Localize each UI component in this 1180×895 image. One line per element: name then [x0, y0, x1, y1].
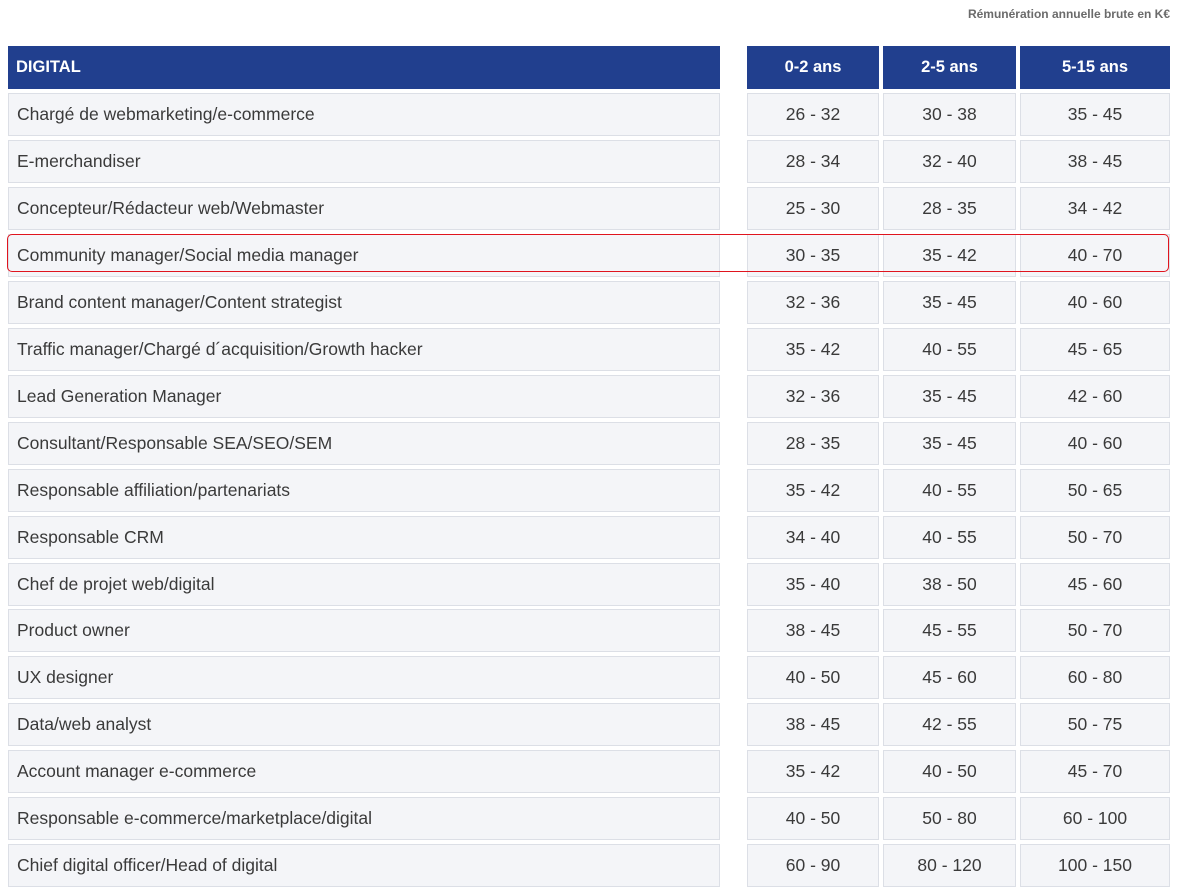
salary-5-15-years: 34 - 42	[1020, 186, 1170, 230]
salary-2-5-years: 32 - 40	[883, 139, 1016, 183]
job-title: Responsable CRM	[8, 515, 720, 559]
job-title: Consultant/Responsable SEA/SEO/SEM	[8, 421, 720, 465]
salary-2-5-years: 35 - 42	[883, 233, 1016, 277]
salary-0-2-years: 32 - 36	[747, 280, 879, 324]
salary-5-15-years: 38 - 45	[1020, 139, 1170, 183]
job-title: Product owner	[8, 609, 720, 653]
salary-0-2-years: 35 - 42	[747, 750, 879, 794]
salary-2-5-years: 45 - 60	[883, 656, 1016, 700]
salary-0-2-years: 35 - 42	[747, 468, 879, 512]
salary-5-15-years: 40 - 60	[1020, 421, 1170, 465]
salary-5-15-years: 42 - 60	[1020, 374, 1170, 418]
job-title: Lead Generation Manager	[8, 374, 720, 418]
salary-5-15-years: 45 - 65	[1020, 327, 1170, 371]
job-title: Chargé de webmarketing/e-commerce	[8, 93, 720, 136]
salary-0-2-years: 38 - 45	[747, 703, 879, 747]
salary-5-15-years: 50 - 70	[1020, 515, 1170, 559]
salary-2-5-years: 50 - 80	[883, 797, 1016, 841]
job-title: UX designer	[8, 656, 720, 700]
salary-5-15-years: 50 - 70	[1020, 609, 1170, 653]
salary-2-5-years: 30 - 38	[883, 93, 1016, 136]
job-title: Brand content manager/Content strategist	[8, 280, 720, 324]
salary-0-2-years: 35 - 40	[747, 562, 879, 606]
salary-2-5-years: 42 - 55	[883, 703, 1016, 747]
salary-0-2-years: 32 - 36	[747, 374, 879, 418]
salary-5-15-years: 45 - 60	[1020, 562, 1170, 606]
salary-5-15-years: 35 - 45	[1020, 93, 1170, 136]
salary-0-2-years: 30 - 35	[747, 233, 879, 277]
salary-5-15-years: 50 - 75	[1020, 703, 1170, 747]
header-category: DIGITAL	[8, 46, 720, 89]
salary-0-2-years: 28 - 35	[747, 421, 879, 465]
job-title: Data/web analyst	[8, 703, 720, 747]
salary-2-5-years: 80 - 120	[883, 844, 1016, 888]
salary-0-2-years: 26 - 32	[747, 93, 879, 136]
header-5-15-years: 5-15 ans	[1020, 46, 1170, 89]
salary-2-5-years: 40 - 55	[883, 515, 1016, 559]
header-2-5-years: 2-5 ans	[883, 46, 1016, 89]
salary-0-2-years: 25 - 30	[747, 186, 879, 230]
salary-2-5-years: 40 - 55	[883, 327, 1016, 371]
salary-0-2-years: 35 - 42	[747, 327, 879, 371]
salary-0-2-years: 28 - 34	[747, 139, 879, 183]
salary-5-15-years: 60 - 100	[1020, 797, 1170, 841]
salary-2-5-years: 45 - 55	[883, 609, 1016, 653]
job-title: Responsable affiliation/partenariats	[8, 468, 720, 512]
salary-5-15-years: 50 - 65	[1020, 468, 1170, 512]
job-title: Chief digital officer/Head of digital	[8, 844, 720, 888]
salary-2-5-years: 35 - 45	[883, 421, 1016, 465]
job-title: Chef de projet web/digital	[8, 562, 720, 606]
job-title: Community manager/Social media manager	[8, 233, 720, 277]
salary-5-15-years: 40 - 60	[1020, 280, 1170, 324]
job-title: Responsable e-commerce/marketplace/digit…	[8, 797, 720, 841]
salary-0-2-years: 40 - 50	[747, 656, 879, 700]
salary-0-2-years: 38 - 45	[747, 609, 879, 653]
salary-2-5-years: 40 - 55	[883, 468, 1016, 512]
salary-5-15-years: 100 - 150	[1020, 844, 1170, 888]
job-title: Account manager e-commerce	[8, 750, 720, 794]
job-title: Concepteur/Rédacteur web/Webmaster	[8, 186, 720, 230]
salary-2-5-years: 40 - 50	[883, 750, 1016, 794]
job-title: Traffic manager/Chargé d´acquisition/Gro…	[8, 327, 720, 371]
salary-2-5-years: 38 - 50	[883, 562, 1016, 606]
job-title: E-merchandiser	[8, 139, 720, 183]
table-caption: Rémunération annuelle brute en K€	[967, 7, 1170, 21]
salary-2-5-years: 28 - 35	[883, 186, 1016, 230]
header-0-2-years: 0-2 ans	[747, 46, 879, 89]
salary-2-5-years: 35 - 45	[883, 374, 1016, 418]
salary-0-2-years: 40 - 50	[747, 797, 879, 841]
salary-2-5-years: 35 - 45	[883, 280, 1016, 324]
salary-0-2-years: 60 - 90	[747, 844, 879, 888]
salary-5-15-years: 40 - 70	[1020, 233, 1170, 277]
salary-5-15-years: 60 - 80	[1020, 656, 1170, 700]
salary-0-2-years: 34 - 40	[747, 515, 879, 559]
salary-5-15-years: 45 - 70	[1020, 750, 1170, 794]
